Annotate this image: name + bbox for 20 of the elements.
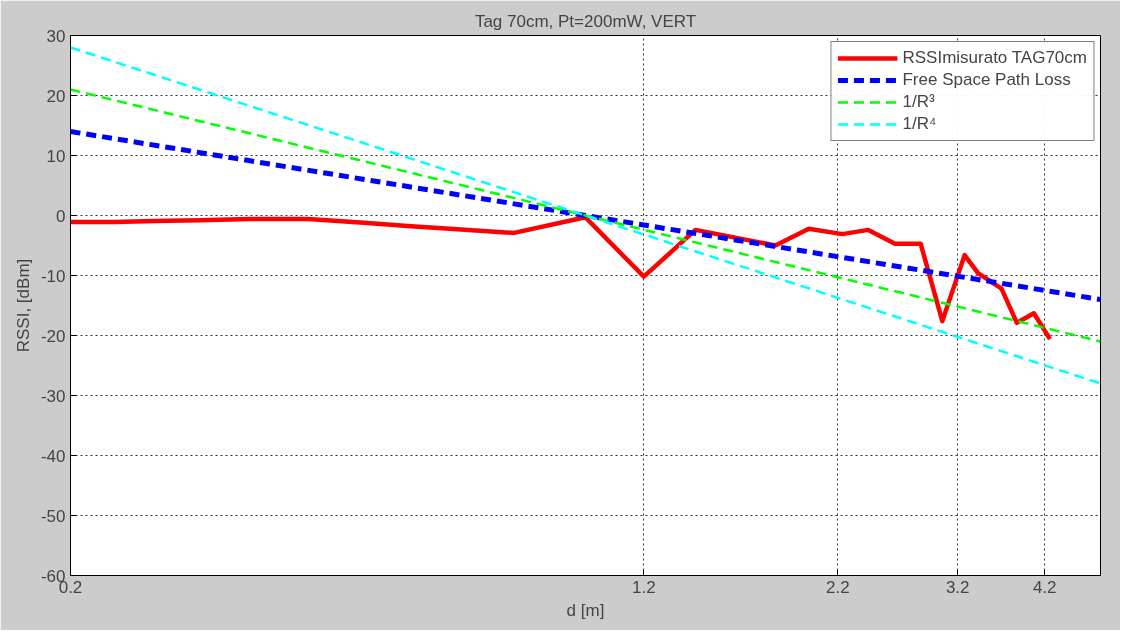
y-tick-label: 30 xyxy=(46,26,66,46)
y-tick-label: 10 xyxy=(46,146,66,166)
legend-label: RSSImisurato TAG70cm xyxy=(902,48,1087,68)
y-tick-label: -50 xyxy=(40,506,66,526)
y-axis-title: RSSI, [dBm] xyxy=(13,258,33,353)
x-tick-label: 1.2 xyxy=(632,577,656,597)
y-tick-label: -40 xyxy=(40,446,66,466)
x-tick-label: 4.2 xyxy=(1032,577,1057,597)
y-tick-label: -20 xyxy=(40,326,66,346)
y-tick-label: 20 xyxy=(46,86,66,106)
x-axis-title: d [m] xyxy=(566,600,605,620)
y-tick-label: -30 xyxy=(40,386,66,406)
x-tick-label: 2.2 xyxy=(825,577,850,597)
legend-label: 1/R⁴ xyxy=(902,114,937,134)
chart-title: Tag 70cm, Pt=200mW, VERT xyxy=(474,11,697,31)
y-tick-label: -10 xyxy=(40,266,66,286)
legend-label: Free Space Path Loss xyxy=(902,70,1071,90)
y-tick-label: 0 xyxy=(56,206,66,226)
x-tick-label: 3.2 xyxy=(945,577,970,597)
legend-label: 1/R³ xyxy=(902,92,935,112)
